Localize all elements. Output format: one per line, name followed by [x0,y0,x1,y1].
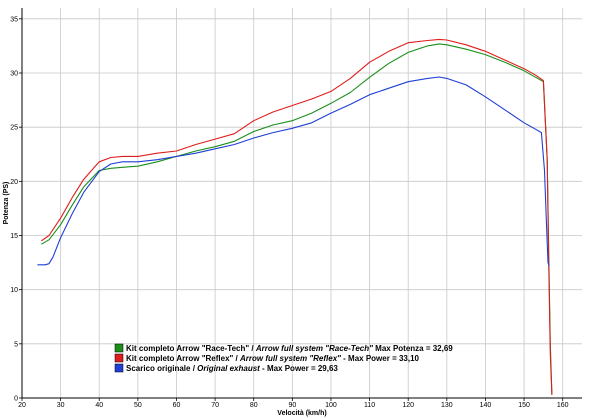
legend-entry-part: Scarico originale / [126,364,197,373]
x-tick-label: 50 [134,402,142,409]
x-tick-label: 40 [95,402,103,409]
legend-entry-1: Kit completo Arrow "Race-Tech" / Arrow f… [126,344,453,353]
x-tick-label: 130 [441,402,453,409]
y-tick-label: 25 [10,125,18,132]
grid [21,8,582,399]
y-tick-label: 35 [10,16,18,23]
legend-entry-part: Kit completo Arrow "Race-Tech" / [126,344,256,353]
legend: Kit completo Arrow "Race-Tech" / Arrow f… [114,343,453,373]
y-tick-label: 10 [10,287,18,294]
y-tick-label: 0 [14,396,18,403]
x-tick-label: 30 [57,402,65,409]
legend-entry-part: Kit completo Arrow "Reflex" / [126,354,240,363]
legend-entry-part: Original exhaust [197,364,260,373]
series-line-2 [40,38,553,395]
x-axis-title: Velocità (km/h) [277,410,326,417]
x-tick-label: 140 [480,402,492,409]
axes: 20 30 40 50 60 70 80 90 100 110 120 130 140 150 160 0 5 1… [3,8,582,417]
y-tick-label: 5 [14,341,18,348]
x-tick-label: 80 [250,402,258,409]
legend-swatch-3 [114,363,124,373]
x-tick-label: 70 [211,402,219,409]
legend-entry-part: - Max Power = 29,63 [260,364,339,373]
y-axis-title: Potenza (PS) [3,182,10,225]
series-group [37,38,553,395]
x-tick-label: 100 [325,402,337,409]
legend-entry-part: Arrow full system "Race-Tech" [255,344,373,353]
series-line-1 [41,43,553,395]
y-tick-label: 15 [10,233,18,240]
x-tick-label: 60 [173,402,181,409]
series-line-3 [37,76,550,266]
y-tick-label: 30 [10,71,18,78]
x-tick-label: 110 [364,402,375,409]
legend-entry-3: Scarico originale / Original exhaust - M… [126,364,338,373]
x-tick-label: 120 [402,402,414,409]
x-tick-label: 90 [288,402,296,409]
legend-swatch-2 [114,353,124,363]
x-tick-label: 150 [518,402,530,409]
legend-entry-part: Max Potenza = 32,69 [373,344,453,353]
y-tick-label: 20 [10,179,18,186]
x-tick-label: 160 [557,402,569,409]
x-tick-label: 20 [18,402,26,409]
legend-swatch-1 [114,343,124,353]
legend-entry-part: Arrow full system "Reflex" [239,354,341,363]
legend-entry-part: - Max Power = 33,10 [341,354,420,363]
legend-entry-2: Kit completo Arrow "Reflex" / Arrow full… [126,354,420,363]
